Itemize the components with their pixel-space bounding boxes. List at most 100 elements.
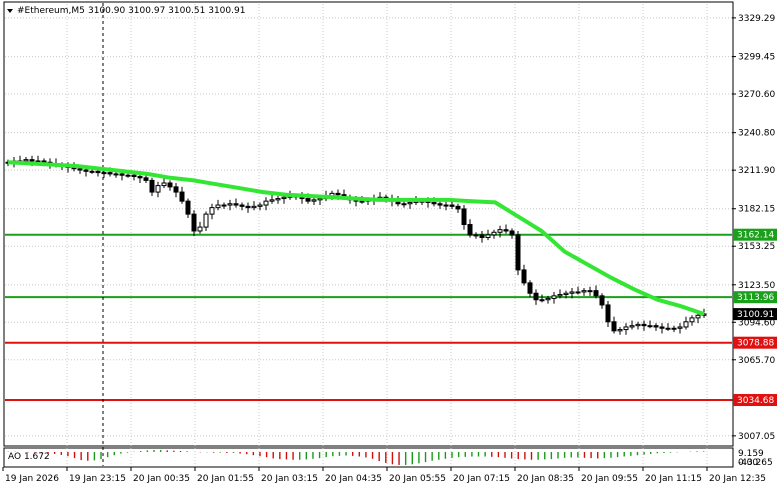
candle-body (683, 321, 689, 328)
price-tick-label: 3329.29 (738, 14, 775, 24)
ao-histogram (7, 450, 705, 465)
time-tick-label: 20 Jan 05:55 (389, 474, 446, 484)
candle-body (695, 314, 701, 319)
candle-body (581, 290, 587, 293)
symbol-label: #Ethereum,M5 (17, 6, 85, 16)
candle-body (257, 204, 263, 207)
main-plot-area[interactable] (3, 1, 734, 447)
candle-body (509, 230, 515, 236)
candle-body (77, 168, 83, 171)
level-3078-tag (733, 336, 777, 349)
candle-body (635, 323, 641, 327)
candle-body (473, 234, 479, 237)
candle-body (479, 234, 485, 238)
candle-body (575, 291, 581, 294)
candle-body (563, 292, 569, 296)
candle-body (359, 200, 365, 203)
candle-body (449, 204, 455, 207)
candle-body (281, 196, 287, 200)
time-tick-label: 19 Jan 23:15 (69, 474, 126, 484)
candle-body (137, 176, 143, 179)
candle-body (647, 325, 653, 328)
candle-body (593, 290, 599, 297)
ao-zero-label: 0.00 (738, 458, 758, 468)
ao-bottom-label: -43.265 (738, 458, 773, 468)
candle-body (263, 200, 269, 206)
time-tick-label: 20 Jan 01:55 (197, 474, 254, 484)
candle-body (689, 317, 695, 323)
time-tick-label: 20 Jan 09:55 (581, 474, 638, 484)
time-tick-label: 20 Jan 04:35 (325, 474, 382, 484)
candle-body (251, 205, 257, 209)
candle-body (113, 173, 119, 176)
level-3078-tag-label: 3078.88 (737, 339, 774, 349)
candle-body (539, 299, 545, 302)
candle-body (617, 329, 623, 332)
chart-menu-arrow-icon[interactable] (7, 9, 13, 13)
level-3034-tag (733, 394, 777, 407)
current-price-label: 3100.91 (737, 310, 774, 320)
candle-body (221, 204, 227, 207)
candle-body (269, 199, 275, 202)
candle-body (317, 198, 323, 201)
candle-body (41, 160, 47, 163)
candle-body (407, 201, 413, 205)
candle-body (497, 229, 503, 233)
level-3034-tag-label: 3034.68 (737, 396, 774, 406)
price-level-tags: 3162.14 3113.96 3078.88 3034.68 3100.91 (733, 228, 777, 407)
price-tick-label: 3182.15 (738, 205, 775, 215)
level-3162-tag-label: 3162.14 (737, 231, 774, 241)
candle-body (149, 179, 155, 193)
candle-body (107, 172, 113, 175)
candle-body (119, 173, 125, 176)
price-tick-label: 3270.60 (738, 90, 775, 100)
candle-body (431, 201, 437, 205)
candle-body (185, 200, 191, 215)
candle-body (239, 204, 245, 207)
candle-body (125, 174, 131, 177)
price-axis[interactable]: 3329.29 3299.45 3270.60 3240.80 3211.90 3182.… (732, 14, 775, 442)
candle-body (191, 213, 197, 232)
ao-indicator-label: AO 1.672 (8, 452, 50, 462)
candle-body (569, 291, 575, 294)
level-3162-tag (733, 228, 777, 241)
candle-body (311, 199, 317, 202)
time-tick-label: 19 Jan 2026 (5, 474, 59, 484)
candle-body (641, 323, 647, 327)
candle-body (245, 205, 251, 209)
price-tick-label: 3094.60 (738, 318, 775, 328)
time-axis[interactable]: 19 Jan 2026 19 Jan 23:15 20 Jan 00:35 20 Ja… (2, 467, 766, 484)
level-3113-tag (733, 291, 777, 304)
candle-body (653, 325, 659, 328)
candle-body (521, 269, 527, 284)
candle-body (605, 304, 611, 323)
price-tick-label: 3153.25 (738, 242, 775, 252)
candle-body (161, 182, 167, 187)
candle-body (95, 170, 101, 174)
indicator-plot-area[interactable] (3, 447, 734, 468)
horizontal-levels[interactable] (5, 233, 732, 402)
candle-body (401, 203, 407, 206)
price-tick-label: 3240.80 (738, 129, 775, 139)
time-tick-label: 20 Jan 07:15 (453, 474, 510, 484)
price-tick-label: 3065.70 (738, 356, 775, 366)
candle-body (29, 159, 35, 162)
candle-body (143, 177, 149, 181)
candle-body (443, 204, 449, 207)
candle-body (173, 186, 179, 193)
candle-body (197, 226, 203, 232)
time-tick-label: 20 Jan 00:35 (133, 474, 190, 484)
moving-average-line (7, 160, 705, 316)
current-price-tag (733, 308, 777, 321)
candle-body (491, 231, 497, 236)
candle-body (455, 205, 461, 210)
candle-body (461, 208, 467, 225)
ohlc-values: 3100.90 3100.97 3100.51 3100.91 (88, 6, 245, 16)
candle-body (665, 327, 671, 330)
level-3113-tag-label: 3113.96 (737, 293, 774, 303)
candle-body (215, 204, 221, 209)
candle-body (515, 234, 521, 271)
price-tick-label: 3211.90 (738, 166, 775, 176)
